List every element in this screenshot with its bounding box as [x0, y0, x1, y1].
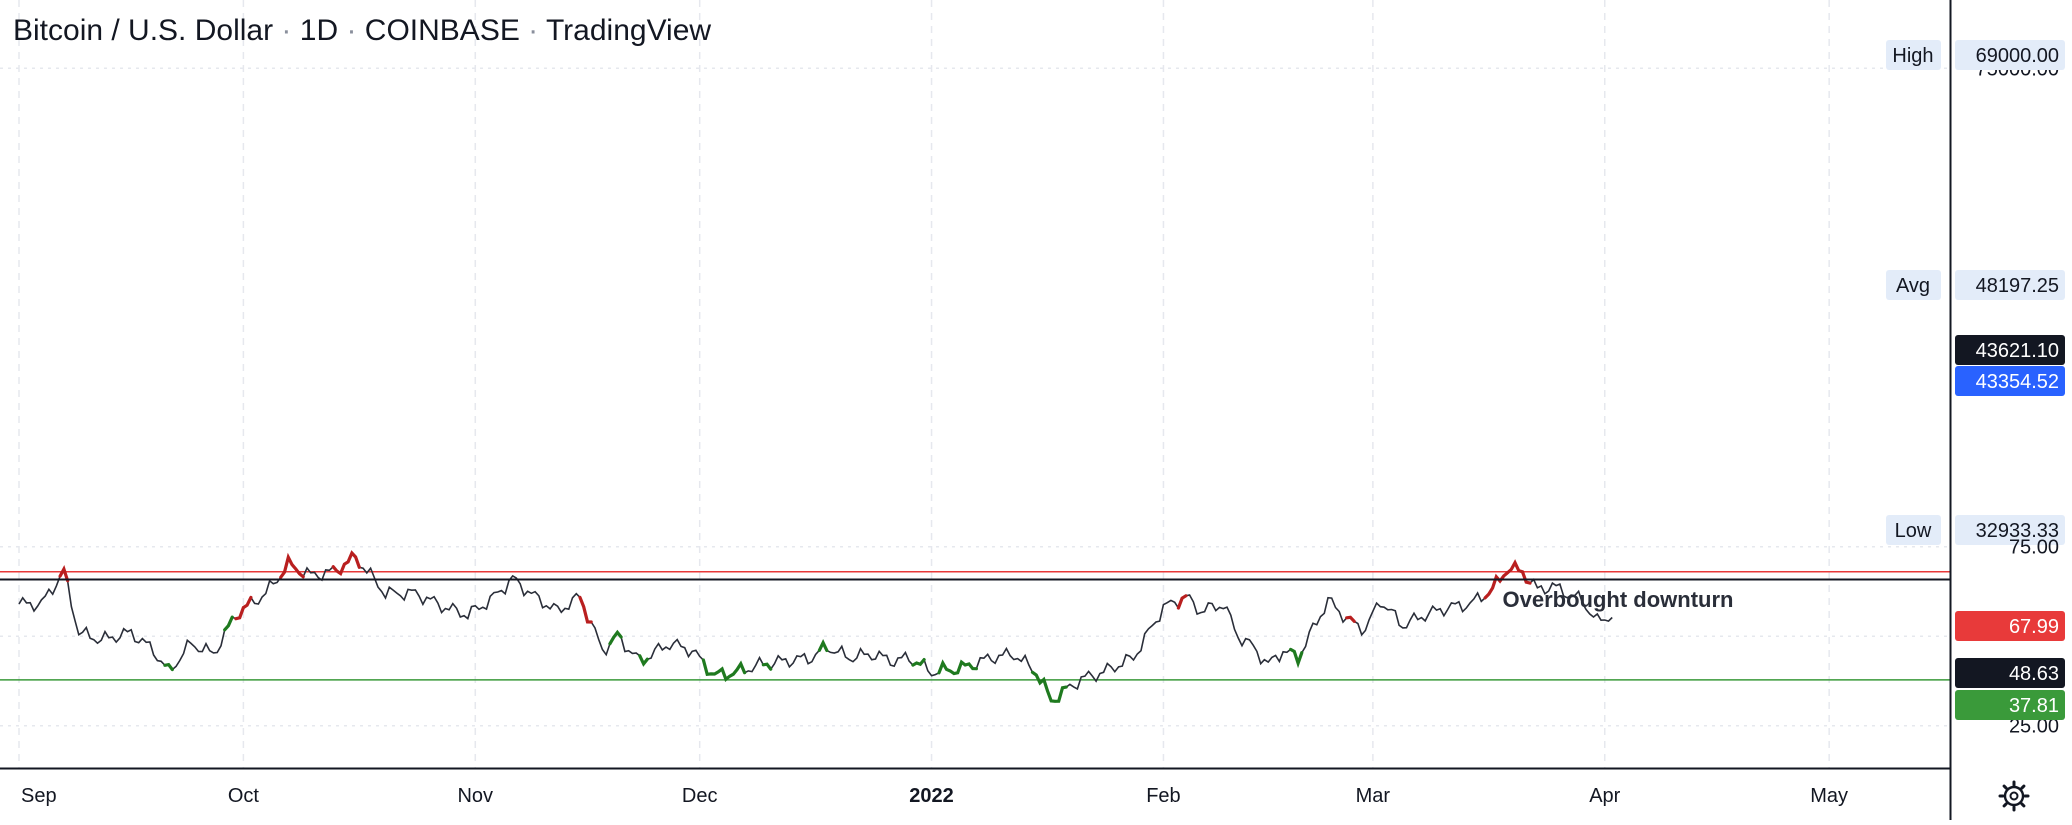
rsi-oversold-segment [638, 654, 649, 667]
time-tick-label: Dec [682, 785, 718, 807]
axis-labels: 75000.0065000.0057000.0039000.0035000.00… [21, 40, 2065, 807]
time-tick-label: Nov [457, 785, 493, 807]
badge-value-bg [1955, 690, 2065, 720]
time-tick-label: Apr [1589, 785, 1620, 807]
badge-value: 48.63 [2009, 663, 2059, 685]
rsi-overbought-segment [578, 595, 593, 624]
badge-value: 37.81 [2009, 695, 2059, 717]
rsi-oversold-segment [911, 658, 926, 667]
gear-icon[interactable] [1998, 780, 2030, 812]
time-tick-label: May [1810, 785, 1848, 807]
badge-value-bg [1955, 366, 2065, 396]
badge-value-bg [1955, 658, 2065, 688]
rsi-oversold-segment [701, 658, 747, 682]
rsi-overbought-segment [1345, 615, 1356, 623]
ma-value-badge: 43354.52 [1955, 366, 2065, 396]
rsi-oversold-segment [761, 662, 773, 671]
badge-value-bg [1955, 515, 2065, 545]
low-badge: Low 32933.33 [1886, 515, 2065, 545]
badge-label-bg [1886, 515, 1941, 545]
rsi-oversold-segment [937, 659, 978, 676]
badge-value: 43621.10 [1976, 340, 2059, 362]
rsi-oversold-segment [1289, 647, 1304, 669]
chart-title: Bitcoin / U.S. Dollar · 1D · COINBASE · … [13, 14, 711, 47]
time-tick-label: 2022 [909, 785, 954, 807]
rsi-panel: Overbought downturn [0, 550, 1950, 703]
axes [0, 0, 1952, 820]
time-tick-label: Sep [21, 785, 57, 807]
grid [0, 0, 1950, 768]
badge-value: 32933.33 [1976, 520, 2059, 542]
badge-value: 43354.52 [1976, 371, 2059, 393]
badge-value-bg [1955, 611, 2065, 641]
rsi-oversold-segment [817, 639, 829, 652]
rsi-oversold-segment [608, 629, 623, 646]
rsi-overbought-segment [1176, 594, 1188, 610]
rsi-current-badge: 48.63 [1955, 658, 2065, 688]
badge-value: 69000.00 [1976, 45, 2059, 67]
time-tick-label: Oct [228, 785, 260, 807]
rsi-overbought-segment [234, 595, 253, 621]
last-price-badge: 43621.10 [1955, 335, 2065, 365]
badge-label-bg [1886, 40, 1941, 70]
badge-value: 67.99 [2009, 616, 2059, 638]
badge-label: Low [1895, 520, 1932, 542]
rsi-annotation: Overbought downturn [1503, 587, 1734, 612]
avg-badge: Avg 48197.25 [1886, 270, 2065, 300]
rsi-upper-badge: 67.99 [1955, 611, 2065, 641]
rsi-overbought-segment [331, 550, 361, 577]
badge-label: High [1892, 45, 1933, 67]
rsi-overbought-segment [279, 552, 305, 579]
time-tick-label: Feb [1146, 785, 1180, 807]
high-badge: High 69000.00 [1886, 40, 2065, 70]
rsi-oversold-segment [1030, 670, 1068, 703]
rsi-overbought-segment [58, 565, 70, 583]
badge-label-bg [1886, 270, 1941, 300]
badge-value-bg [1955, 335, 2065, 365]
badge-value: 48197.25 [1976, 275, 2059, 297]
rsi-oversold-segment [163, 662, 174, 672]
rsi-overbought-segment [1483, 559, 1532, 600]
rsi-lower-badge: 37.81 [1955, 690, 2065, 720]
time-tick-label: Mar [1356, 785, 1391, 807]
badge-value-bg [1955, 40, 2065, 70]
badge-label: Avg [1896, 275, 1930, 297]
rsi-tick-label: 75.00 [2009, 537, 2059, 559]
badge-value-bg [1955, 270, 2065, 300]
rsi-tick-label: 25.00 [2009, 716, 2059, 738]
rsi-oversold-segment [223, 615, 234, 632]
